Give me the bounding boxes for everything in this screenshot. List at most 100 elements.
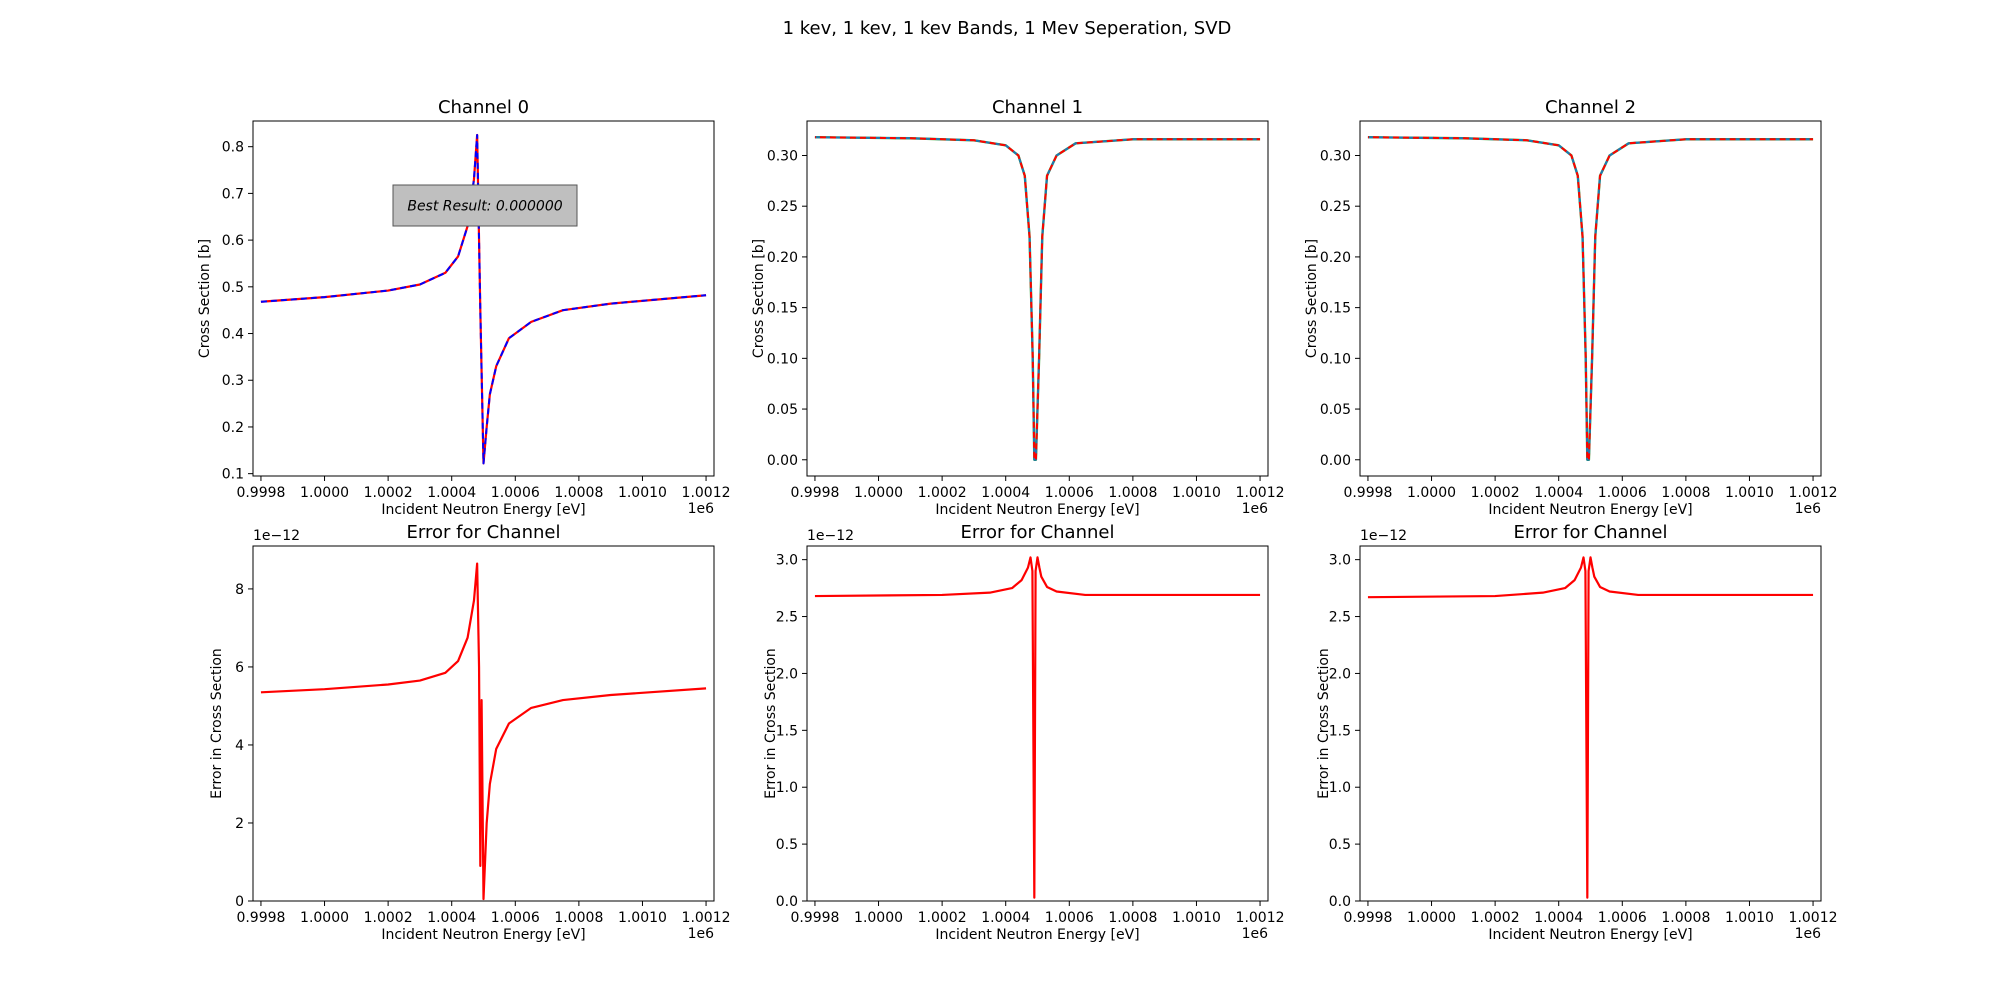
y-tick-label: 0.2 bbox=[222, 420, 244, 436]
y-tick-label: 0.10 bbox=[1320, 351, 1351, 367]
series-group bbox=[1367, 136, 1814, 461]
y-tick-label: 0.05 bbox=[767, 402, 798, 418]
x-tick-label: 1.0008 bbox=[1661, 485, 1710, 501]
x-tick-label: 1.0000 bbox=[300, 910, 349, 926]
x-tick-label: 0.9998 bbox=[236, 485, 285, 501]
x-tick-label: 1.0012 bbox=[682, 485, 731, 501]
y-axis-label: Error in Cross Section bbox=[763, 648, 779, 799]
y-tick-label: 0.3 bbox=[222, 373, 244, 389]
x-tick-label: 1.0000 bbox=[854, 910, 903, 926]
y-tick-label: 0.8 bbox=[222, 140, 244, 156]
x-tick-label: 1.0006 bbox=[1598, 910, 1647, 926]
x-tick-label: 1.0004 bbox=[1534, 910, 1583, 926]
y-tick-label: 0.4 bbox=[222, 327, 244, 343]
series-line-0 bbox=[814, 556, 1261, 899]
subplot-ch0: Channel 0 0.9998 1.0000 1.0002 1.0004 1.0006 1… bbox=[197, 97, 731, 518]
x-tick-label: 0.9998 bbox=[790, 910, 839, 926]
series-group bbox=[1367, 556, 1814, 899]
y-tick-label: 0.5 bbox=[222, 280, 244, 296]
subplot-ch1: Channel 1 0.9998 1.0000 1.0002 1.0004 1.0006 1… bbox=[751, 97, 1285, 518]
x-tick-label: 0.9998 bbox=[236, 910, 285, 926]
axes-frame bbox=[1359, 545, 1822, 902]
x-tick-label: 1.0006 bbox=[1045, 485, 1094, 501]
x-tick-label: 1.0008 bbox=[1108, 910, 1157, 926]
x-tick-label: 1.0008 bbox=[1108, 485, 1157, 501]
y-tick-label: 2 bbox=[235, 816, 244, 832]
x-axis-label: Incident Neutron Energy [eV] bbox=[1488, 927, 1692, 943]
x-tick-label: 1.0002 bbox=[918, 910, 967, 926]
y-tick-label: 0.00 bbox=[767, 453, 798, 469]
y-tick-label: 0 bbox=[235, 894, 244, 910]
y-axis-label: Error in Cross Section bbox=[1316, 648, 1332, 799]
x-offset-label: 1e6 bbox=[1242, 926, 1269, 942]
series-group bbox=[260, 562, 707, 901]
y-tick-label: 0.0 bbox=[776, 894, 798, 910]
x-tick-label: 1.0006 bbox=[491, 485, 540, 501]
series-line-0 bbox=[260, 133, 707, 465]
x-tick-label: 0.9998 bbox=[1343, 910, 1392, 926]
subplot-title: Channel 2 bbox=[1545, 97, 1636, 118]
x-tick-label: 1.0010 bbox=[1725, 485, 1774, 501]
x-tick-label: 1.0004 bbox=[427, 485, 476, 501]
x-tick-label: 1.0000 bbox=[1407, 485, 1456, 501]
y-tick-label: 0.30 bbox=[767, 148, 798, 164]
x-offset-label: 1e6 bbox=[1242, 501, 1269, 517]
series-line-0 bbox=[1367, 556, 1814, 899]
y-axis-label: Cross Section [b] bbox=[1304, 239, 1320, 358]
x-tick-label: 1.0004 bbox=[427, 910, 476, 926]
subplot-title: Error for Channel bbox=[961, 522, 1115, 543]
x-tick-label: 1.0000 bbox=[854, 485, 903, 501]
series-group bbox=[814, 556, 1261, 899]
x-tick-label: 1.0008 bbox=[554, 485, 603, 501]
series-line-2 bbox=[814, 136, 1261, 461]
x-tick-label: 1.0010 bbox=[1172, 910, 1221, 926]
y-tick-label: 0.10 bbox=[767, 351, 798, 367]
y-tick-label: 2.0 bbox=[776, 666, 798, 682]
x-offset-label: 1e6 bbox=[688, 926, 715, 942]
x-tick-label: 1.0010 bbox=[1172, 485, 1221, 501]
series-line-1 bbox=[1367, 136, 1814, 461]
x-axis-label: Incident Neutron Energy [eV] bbox=[381, 927, 585, 943]
y-tick-label: 0.20 bbox=[1320, 250, 1351, 266]
x-tick-label: 1.0006 bbox=[1598, 485, 1647, 501]
subplot-title: Error for Channel bbox=[407, 522, 561, 543]
x-tick-label: 1.0000 bbox=[300, 485, 349, 501]
x-tick-label: 1.0010 bbox=[618, 485, 667, 501]
x-tick-label: 1.0004 bbox=[981, 910, 1030, 926]
y-axis-label: Cross Section [b] bbox=[197, 239, 213, 358]
x-tick-label: 1.0006 bbox=[491, 910, 540, 926]
x-tick-label: 0.9998 bbox=[790, 485, 839, 501]
y-tick-label: 0.05 bbox=[1320, 402, 1351, 418]
subplot-ch2: Channel 2 0.9998 1.0000 1.0002 1.0004 1.0006 1… bbox=[1304, 97, 1838, 518]
subplot-err2: Error for Channel 0.9998 1.0000 1.0002 1.000… bbox=[1316, 522, 1838, 943]
x-tick-label: 1.0010 bbox=[1725, 910, 1774, 926]
subplot-err1: Error for Channel 0.9998 1.0000 1.0002 1.000… bbox=[763, 522, 1285, 943]
y-tick-label: 0.20 bbox=[767, 250, 798, 266]
y-offset-label: 1e−12 bbox=[253, 528, 300, 544]
series-line-1 bbox=[814, 136, 1261, 461]
x-tick-label: 1.0002 bbox=[1471, 485, 1520, 501]
x-tick-label: 1.0002 bbox=[1471, 910, 1520, 926]
best-result-box bbox=[392, 184, 578, 227]
y-tick-label: 0.1 bbox=[222, 467, 244, 483]
x-offset-label: 1e6 bbox=[1795, 501, 1822, 517]
x-tick-label: 1.0004 bbox=[981, 485, 1030, 501]
x-tick-label: 1.0012 bbox=[1236, 485, 1285, 501]
x-tick-label: 1.0012 bbox=[1789, 485, 1838, 501]
subplot-title: Error for Channel bbox=[1514, 522, 1668, 543]
x-offset-label: 1e6 bbox=[1795, 926, 1822, 942]
y-tick-label: 0.0 bbox=[1329, 894, 1351, 910]
y-tick-label: 1.0 bbox=[1329, 780, 1351, 796]
x-axis-label: Incident Neutron Energy [eV] bbox=[381, 502, 585, 518]
series-line-2 bbox=[1367, 136, 1814, 461]
x-offset-label: 1e6 bbox=[688, 501, 715, 517]
axes-frame bbox=[806, 120, 1269, 477]
y-tick-label: 3.0 bbox=[1329, 553, 1351, 569]
x-tick-label: 1.0000 bbox=[1407, 910, 1456, 926]
axes-frame bbox=[806, 545, 1269, 902]
y-tick-label: 1.5 bbox=[1329, 723, 1351, 739]
x-tick-label: 1.0012 bbox=[1236, 910, 1285, 926]
x-tick-label: 1.0008 bbox=[1661, 910, 1710, 926]
